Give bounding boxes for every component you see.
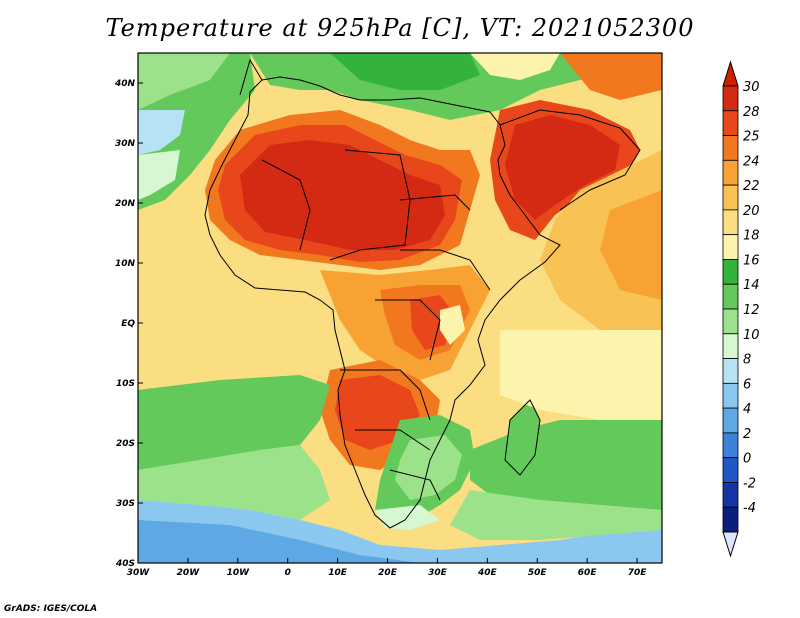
colorbar-label: 2	[743, 427, 751, 442]
lon-tick-label: 20W	[177, 568, 201, 578]
lon-tick-label: 10E	[328, 568, 348, 578]
colorbar-swatch	[722, 209, 739, 236]
map-title: Temperature at 925hPa [C], VT: 202105230…	[105, 14, 695, 42]
colorbar-label: 22	[743, 179, 760, 194]
colorbar-label: 24	[743, 154, 760, 169]
colorbar-label: 30	[743, 80, 760, 95]
colorbar-swatch	[722, 333, 739, 359]
lon-tick-label: 0	[285, 568, 291, 578]
colorbar-label: 20	[743, 204, 760, 219]
colorbar-label: 16	[743, 253, 760, 268]
lon-tick-label: 20E	[378, 568, 398, 578]
lat-tick-label: 40N	[114, 79, 136, 89]
colorbar-swatch	[722, 159, 739, 186]
colorbar-swatch	[722, 234, 739, 260]
colorbar-swatch	[722, 184, 739, 211]
lat-tick-label: 10N	[115, 259, 136, 269]
colorbar-swatch	[722, 110, 739, 136]
colorbar-swatch	[722, 135, 739, 161]
footer-credit: GrADS: IGES/COLA	[4, 604, 98, 614]
coastlines	[204, 58, 641, 529]
longitude-ticks: 30W 20W 10W 0 10E 20E 30E 40E 50E 60E 70E	[127, 558, 647, 578]
temperature-field	[138, 53, 662, 563]
lat-tick-label: 30N	[115, 139, 136, 149]
colorbar-label: 0	[743, 452, 751, 467]
colorbar-swatch	[722, 382, 739, 409]
colorbar-label: 28	[743, 105, 760, 120]
colorbar-label: 25	[743, 130, 760, 145]
map-frame	[137, 52, 663, 564]
lat-tick-label: 20S	[116, 439, 135, 449]
colorbar-min-arrow	[722, 531, 739, 558]
lat-tick-label: 30S	[116, 499, 135, 509]
colorbar-label: 12	[743, 303, 760, 318]
lon-tick-label: 60E	[578, 568, 598, 578]
colorbar-swatch	[722, 506, 739, 533]
lon-tick-label: 10W	[227, 568, 251, 578]
colorbar-swatch	[722, 358, 739, 384]
lat-tick-label: 40S	[115, 559, 135, 569]
colorbar-label: 10	[743, 328, 760, 343]
colorbar-max-arrow	[722, 60, 739, 87]
lon-tick-label: 30W	[127, 568, 151, 578]
colorbar-swatch	[722, 85, 739, 112]
colorbar-label: 6	[743, 377, 751, 392]
colorbar-label: 8	[743, 353, 751, 368]
colorbar-swatch	[722, 259, 739, 285]
latitude-ticks: 40N 30N 20N 10N EQ 10S 20S 30S 40S	[114, 79, 143, 569]
colorbar-swatch	[722, 457, 739, 483]
lon-tick-label: 30E	[428, 568, 448, 578]
colorbar-swatch	[722, 432, 739, 459]
colorbar-swatch	[722, 308, 739, 335]
colorbar-label: -4	[743, 501, 756, 516]
colorbar-label: 18	[743, 229, 760, 244]
lat-tick-label: 10S	[116, 379, 135, 389]
colorbar-label: 4	[743, 402, 751, 417]
lat-tick-label: 20N	[115, 199, 136, 209]
lon-tick-label: 40E	[477, 568, 498, 578]
lon-tick-label: 50E	[528, 568, 548, 578]
lon-tick-label: 70E	[628, 568, 648, 578]
colorbar-swatch	[722, 482, 739, 508]
colorbar-swatch	[722, 283, 739, 310]
colorbar-swatch	[722, 407, 739, 434]
colorbar-label: 14	[743, 278, 760, 293]
colorbar-label: -2	[743, 476, 756, 491]
lat-tick-label: EQ	[121, 319, 135, 329]
